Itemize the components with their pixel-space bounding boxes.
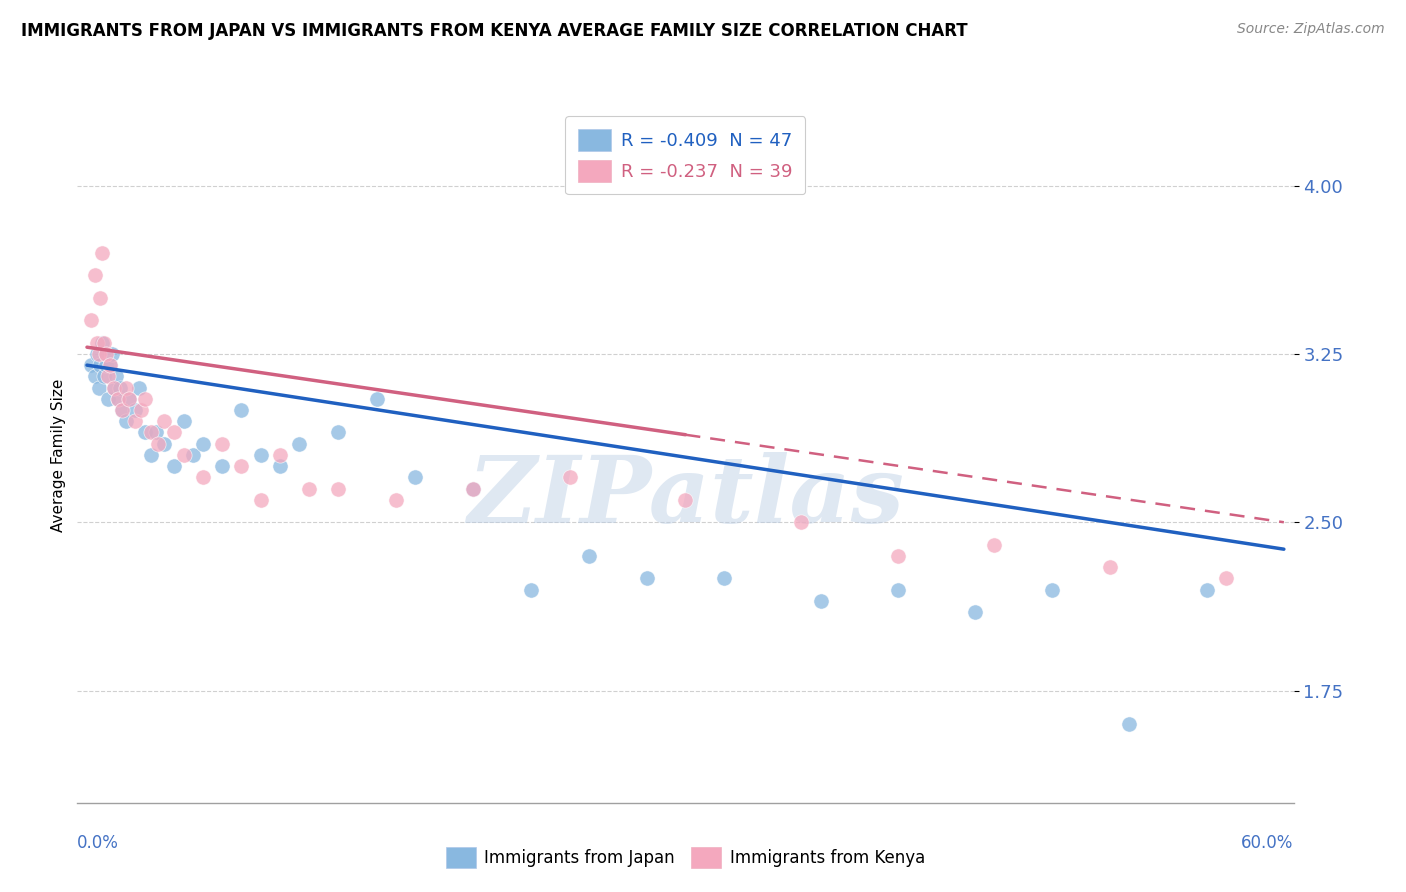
Point	[91, 335, 114, 350]
Point	[103, 381, 125, 395]
Point	[1215, 571, 1237, 585]
Point	[887, 582, 910, 597]
Y-axis label: Average Family Size: Average Family Size	[51, 378, 66, 532]
Point	[810, 594, 832, 608]
Point	[1118, 717, 1140, 731]
Point	[385, 492, 408, 507]
Point	[181, 448, 204, 462]
Point	[91, 246, 114, 260]
Point	[111, 403, 134, 417]
Point	[675, 492, 697, 507]
Legend: Immigrants from Japan, Immigrants from Kenya: Immigrants from Japan, Immigrants from K…	[439, 841, 932, 874]
Point	[80, 358, 103, 372]
Point	[101, 347, 124, 361]
Point	[118, 392, 141, 406]
Point	[86, 347, 108, 361]
Point	[366, 392, 388, 406]
Point	[111, 403, 134, 417]
Point	[191, 470, 214, 484]
Point	[231, 459, 253, 474]
Point	[103, 381, 125, 395]
Text: ZIPatlas: ZIPatlas	[467, 451, 904, 541]
Point	[107, 392, 129, 406]
Point	[173, 448, 195, 462]
Point	[107, 392, 129, 406]
Point	[83, 268, 105, 283]
Point	[461, 482, 484, 496]
Point	[288, 436, 311, 450]
Point	[80, 313, 103, 327]
Point	[636, 571, 658, 585]
Point	[1099, 560, 1122, 574]
Point	[93, 369, 115, 384]
Point	[461, 482, 484, 496]
Point	[963, 605, 986, 619]
Point	[89, 291, 111, 305]
Point	[173, 414, 195, 428]
Point	[108, 381, 131, 395]
Point	[98, 358, 121, 372]
Point	[148, 436, 170, 450]
Point	[983, 538, 1005, 552]
Text: Source: ZipAtlas.com: Source: ZipAtlas.com	[1237, 22, 1385, 37]
Point	[713, 571, 735, 585]
Point	[128, 381, 150, 395]
Point	[231, 403, 253, 417]
Point	[578, 549, 600, 563]
Point	[93, 335, 115, 350]
Point	[153, 414, 176, 428]
Point	[404, 470, 426, 484]
Text: 60.0%: 60.0%	[1241, 834, 1294, 852]
Point	[139, 425, 162, 440]
Point	[163, 425, 186, 440]
Point	[1040, 582, 1063, 597]
Point	[87, 347, 110, 361]
Point	[97, 369, 120, 384]
Point	[98, 358, 121, 372]
Point	[124, 403, 146, 417]
Point	[129, 403, 152, 417]
Point	[145, 425, 167, 440]
Point	[96, 358, 118, 372]
Point	[87, 381, 110, 395]
Point	[86, 335, 108, 350]
Point	[326, 482, 349, 496]
Text: 0.0%: 0.0%	[77, 834, 120, 852]
Point	[96, 347, 118, 361]
Point	[1195, 582, 1218, 597]
Point	[89, 358, 111, 372]
Point	[211, 436, 233, 450]
Point	[520, 582, 543, 597]
Point	[118, 392, 141, 406]
Point	[114, 381, 136, 395]
Point	[249, 492, 271, 507]
Point	[134, 392, 156, 406]
Point	[83, 369, 105, 384]
Point	[326, 425, 349, 440]
Point	[298, 482, 321, 496]
Point	[114, 414, 136, 428]
Point	[134, 425, 156, 440]
Point	[139, 448, 162, 462]
Point	[249, 448, 271, 462]
Point	[558, 470, 581, 484]
Point	[124, 414, 146, 428]
Point	[97, 392, 120, 406]
Point	[163, 459, 186, 474]
Point	[887, 549, 910, 563]
Text: IMMIGRANTS FROM JAPAN VS IMMIGRANTS FROM KENYA AVERAGE FAMILY SIZE CORRELATION C: IMMIGRANTS FROM JAPAN VS IMMIGRANTS FROM…	[21, 22, 967, 40]
Point	[211, 459, 233, 474]
Point	[269, 459, 291, 474]
Point	[790, 515, 813, 529]
Point	[269, 448, 291, 462]
Point	[191, 436, 214, 450]
Point	[104, 369, 127, 384]
Point	[153, 436, 176, 450]
